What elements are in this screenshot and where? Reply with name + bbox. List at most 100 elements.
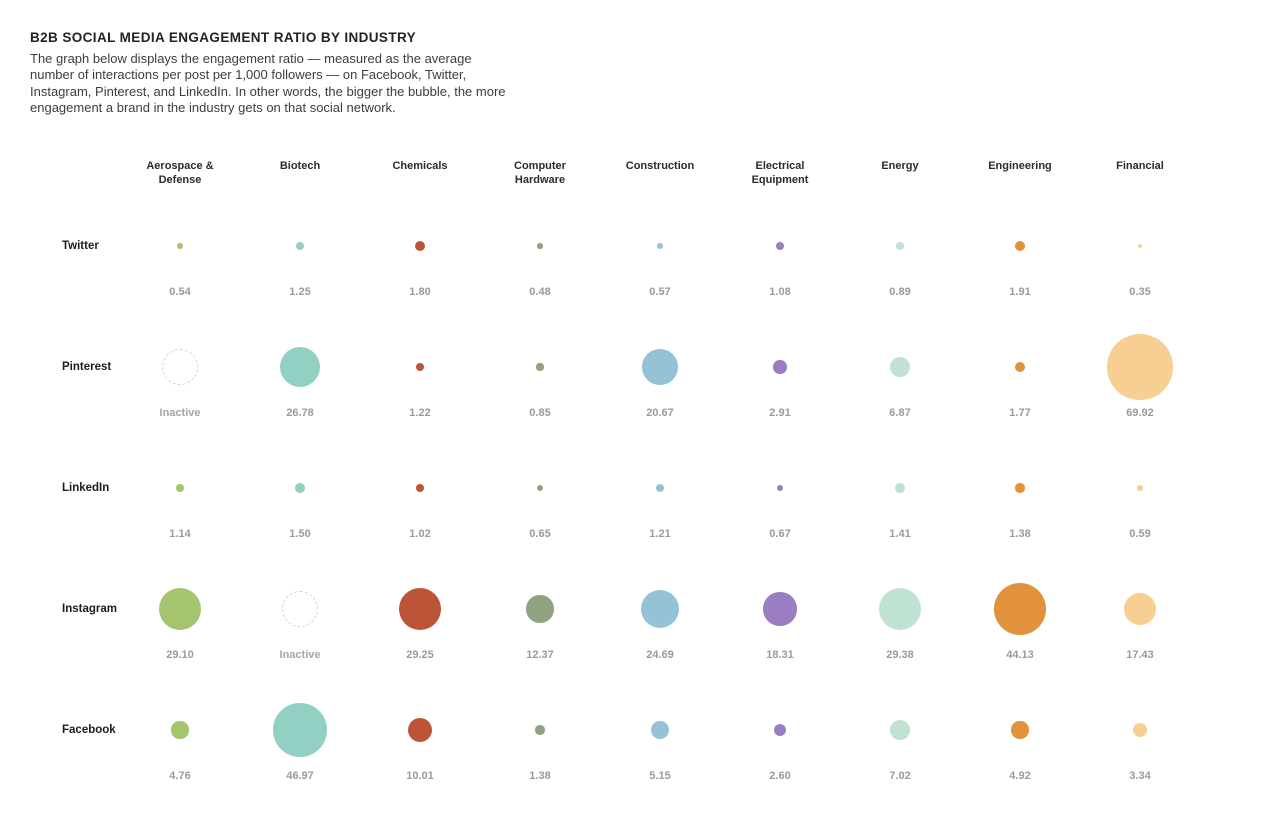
bubble-box (720, 448, 840, 528)
value-label: 0.48 (529, 286, 551, 298)
bubble (1123, 592, 1157, 626)
bubble (398, 587, 442, 631)
row-label-cell: LinkedIn (0, 448, 120, 528)
bubble-box (720, 327, 840, 407)
bubble-cell: 1.14 (120, 448, 240, 542)
value-label: 1.22 (409, 407, 431, 419)
page-title: B2B SOCIAL MEDIA ENGAGEMENT RATIO BY IND… (30, 30, 417, 45)
bubble (526, 595, 554, 623)
bubble (407, 717, 433, 743)
bubble-box (1080, 327, 1200, 407)
value-label: 10.01 (406, 770, 434, 782)
bubble-box (840, 690, 960, 770)
value-label: 46.97 (286, 770, 314, 782)
bubble-box (360, 448, 480, 528)
value-label: 1.08 (769, 286, 791, 298)
column-header-2: Biotech (279, 160, 321, 172)
bubble-box (240, 206, 360, 286)
bubble-box (960, 448, 1080, 528)
column-header-3: Chemicals (392, 160, 448, 172)
bubble-matrix-chart: Aerospace & Defense Biotech Chemicals Compu… (0, 160, 1220, 811)
bubble (416, 484, 424, 492)
bubble (896, 242, 904, 250)
bubble-cell: 0.89 (840, 206, 960, 300)
bubble (1015, 483, 1025, 493)
value-label: 0.89 (889, 286, 911, 298)
bubble (651, 721, 669, 739)
bubble-box (840, 206, 960, 286)
value-label: 1.25 (289, 286, 311, 298)
chart-description: The graph below displays the engagement … (30, 51, 506, 116)
bubble-box (240, 569, 360, 649)
bubble (776, 484, 784, 492)
bubble-cell: 1.38 (480, 690, 600, 784)
bubble-box (120, 206, 240, 286)
bubble-cell: 1.21 (600, 448, 720, 542)
value-label: 0.85 (529, 407, 551, 419)
column-header-row: Aerospace & Defense Biotech Chemicals Compu… (120, 160, 1220, 206)
bubble (1137, 485, 1143, 491)
bubble-cell: 0.57 (600, 206, 720, 300)
chart-rows: Twitter 0.54 1.25 1.80 0.48 0.57 1.08 0.89 1.91 0… (0, 206, 1220, 811)
bubble (878, 587, 922, 631)
value-label: 1.80 (409, 286, 431, 298)
bubble-cell: 18.31 (720, 569, 840, 663)
bubble-box (960, 569, 1080, 649)
value-label: 0.57 (649, 286, 671, 298)
value-label: 0.59 (1129, 528, 1151, 540)
value-label: 1.38 (529, 770, 551, 782)
value-label: 29.10 (166, 649, 194, 661)
value-label: 7.02 (889, 770, 911, 782)
bubble-cell: 1.25 (240, 206, 360, 300)
bubble-cell: 0.35 (1080, 206, 1200, 300)
row-label: Pinterest (62, 361, 112, 373)
bubble-cell: 1.08 (720, 206, 840, 300)
bubble-box (120, 569, 240, 649)
bubble-box (480, 690, 600, 770)
row-label-cell: Instagram (0, 569, 120, 649)
bubble-cell: 1.38 (960, 448, 1080, 542)
bubble-box (120, 690, 240, 770)
bubble-box (240, 690, 360, 770)
bubble (177, 243, 183, 249)
bubble (763, 592, 797, 626)
row-label: Twitter (62, 240, 99, 252)
bubble-box (360, 327, 480, 407)
bubble (655, 483, 665, 493)
inactive-bubble (282, 591, 318, 627)
bubble (536, 363, 544, 371)
value-label: 1.91 (1009, 286, 1031, 298)
bubble-box (240, 448, 360, 528)
bubble-cell: 2.91 (720, 327, 840, 421)
bubble (536, 484, 544, 492)
chart-row-facebook: Facebook 4.76 46.97 10.01 1.38 5.15 2.60 7.02 4.… (0, 690, 1220, 811)
bubble (889, 719, 911, 741)
value-label: 0.54 (169, 286, 191, 298)
bubble-cell: 7.02 (840, 690, 960, 784)
bubble-box (120, 448, 240, 528)
bubble-cell: 29.25 (360, 569, 480, 663)
column-header-6: Electrical Equipment (751, 160, 809, 186)
bubble-cell: 0.67 (720, 448, 840, 542)
value-label: 6.87 (889, 407, 911, 419)
bubble-box (600, 448, 720, 528)
inactive-bubble (162, 349, 198, 385)
bubble-box (840, 327, 960, 407)
bubble (994, 583, 1046, 635)
value-label: 20.67 (646, 407, 674, 419)
bubble-box (960, 690, 1080, 770)
bubble-cell: 1.91 (960, 206, 1080, 300)
bubble-cell: 10.01 (360, 690, 480, 784)
value-label: 2.91 (769, 407, 791, 419)
bubble (640, 589, 680, 629)
bubble (535, 725, 545, 735)
value-label: 29.25 (406, 649, 434, 661)
bubble-cell: 6.87 (840, 327, 960, 421)
bubble-box (1080, 206, 1200, 286)
bubble (889, 356, 911, 378)
row-label-cell: Facebook (0, 690, 120, 770)
bubble-box (600, 569, 720, 649)
bubble (295, 483, 305, 493)
bubble (895, 483, 905, 493)
bubble-cell: 4.92 (960, 690, 1080, 784)
